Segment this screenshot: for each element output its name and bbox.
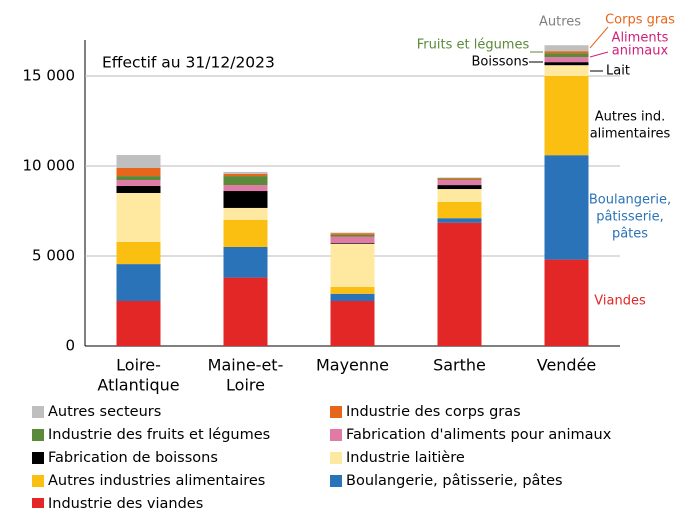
annotation: Boissons (472, 55, 529, 70)
bar-segment (223, 171, 268, 174)
bar-segment (437, 178, 482, 180)
legend-label: Industrie des fruits et légumes (48, 427, 270, 443)
annotation: Boulangerie, (589, 193, 671, 208)
bar-segment (116, 185, 161, 193)
legend-label: Autres industries alimentaires (48, 473, 265, 489)
legend-swatch (330, 406, 342, 418)
annotation: Autres ind. (595, 110, 665, 125)
annotation: alimentaires (590, 127, 671, 142)
x-tick-label: Sarthe (433, 356, 486, 375)
x-tick-label: Loire (226, 376, 265, 395)
bar-segment (116, 180, 161, 186)
bar-segment (223, 247, 268, 278)
annotation: Viandes (594, 294, 646, 309)
bar-segment (330, 301, 375, 346)
bar-segment (330, 243, 375, 244)
bar-segment (544, 51, 589, 54)
bar-segment (437, 177, 482, 179)
legend-label: Industrie laitière (346, 450, 465, 466)
bar-segment (544, 76, 589, 156)
x-tick-label: Vendée (537, 356, 597, 375)
bar-segment (116, 241, 161, 265)
bar-segment (330, 234, 375, 237)
legend-swatch (32, 498, 44, 508)
bar-segment (330, 293, 375, 301)
legend-swatch (330, 429, 342, 441)
bar-segment (330, 286, 375, 294)
bar-segment (116, 167, 161, 177)
bar-segment (330, 232, 375, 234)
annotation: Fruits et légumes (417, 38, 530, 53)
legend-swatch (32, 452, 44, 464)
annotation: pâtes (612, 227, 648, 242)
annotation: Aliments (612, 31, 669, 46)
bar-segment (223, 176, 268, 186)
bar-segment (437, 218, 482, 223)
legend-label: Boulangerie, pâtisserie, pâtes (346, 473, 563, 489)
bar-segment (116, 264, 161, 301)
annotation: Corps gras (605, 13, 675, 28)
legend-swatch (32, 429, 44, 441)
chart-title: Effectif au 31/12/2023 (102, 54, 275, 72)
bar-segment (330, 236, 375, 244)
y-tick-label: 10 000 (23, 157, 76, 175)
legend-swatch (32, 475, 44, 487)
bar-segment (223, 185, 268, 192)
arrows (529, 26, 609, 72)
y-tick-label: 5 000 (32, 247, 75, 265)
legend-swatch (32, 406, 44, 418)
bar-segment (544, 259, 589, 346)
legend-swatch (330, 475, 342, 487)
bar-segment (223, 277, 268, 346)
bar-segment (544, 62, 589, 66)
annotation: Autres (539, 15, 581, 30)
bar-segment (116, 301, 161, 346)
y-tick-label: 15 000 (23, 67, 76, 85)
x-tick-label: Loire- (116, 356, 161, 375)
bar-segment (330, 243, 375, 287)
bar-segment (544, 53, 589, 58)
bar-segment (223, 207, 268, 220)
bar-segment (223, 220, 268, 247)
annotation: pâtisserie, (596, 210, 664, 225)
legend-label: Autres secteurs (48, 404, 161, 420)
x-tick-label: Atlantique (97, 376, 179, 395)
annotation: Lait (606, 64, 630, 79)
annotation: animaux (612, 44, 669, 59)
bar-segment (330, 233, 375, 235)
bar-segment (437, 185, 482, 190)
bar-segment (437, 179, 482, 181)
bar-segment (437, 202, 482, 219)
bar-segment (544, 65, 589, 76)
bar-segment (116, 193, 161, 242)
bar-segment (437, 180, 482, 186)
legend-label: Industrie des viandes (48, 496, 203, 508)
bar-segment (544, 45, 589, 52)
legend-swatch (330, 452, 342, 464)
bar-segment (116, 155, 161, 168)
bar-segment (223, 173, 268, 177)
bar-segment (116, 176, 161, 181)
bar-segment (544, 155, 589, 260)
bar-segment (437, 222, 482, 346)
x-tick-label: Maine-et- (208, 356, 284, 375)
legend-label: Fabrication d'aliments pour animaux (346, 427, 612, 443)
legend-label: Industrie des corps gras (346, 404, 521, 420)
x-tick-label: Mayenne (316, 356, 389, 375)
bar-segment (544, 57, 589, 63)
bar-segment (223, 191, 268, 208)
legend-label: Fabrication de boissons (48, 450, 218, 466)
bar-segment (437, 189, 482, 202)
y-tick-label: 0 (65, 337, 75, 355)
